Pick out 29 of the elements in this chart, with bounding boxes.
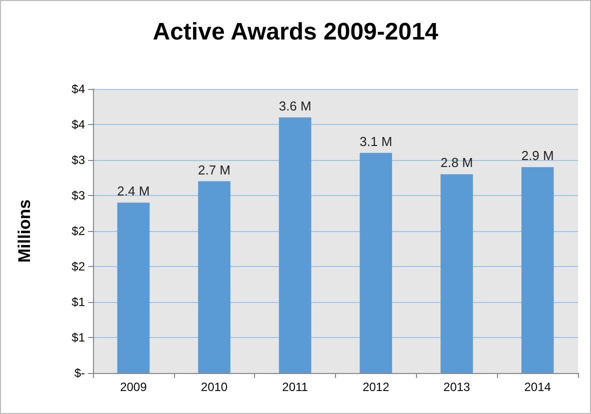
data-label: 3.1 M <box>360 134 392 149</box>
bar <box>117 202 150 373</box>
bar <box>521 167 554 373</box>
bar <box>360 152 392 373</box>
y-tick-label: $3 <box>72 188 86 202</box>
y-tick-label: $4 <box>72 118 86 132</box>
y-tick-label: $3 <box>72 153 86 167</box>
x-tick-label: 2013 <box>443 380 470 394</box>
data-label: 3.6 M <box>278 98 312 114</box>
data-label: 2.4 M <box>117 184 150 199</box>
y-tick-label: $2 <box>72 224 86 238</box>
x-tick-label: 2011 <box>282 380 308 394</box>
bar <box>198 181 230 373</box>
y-tick-label: $4 <box>72 82 86 96</box>
x-tick-label: 2014 <box>524 380 552 394</box>
x-tick-label: 2010 <box>200 380 228 394</box>
y-tick-label: $1 <box>72 295 86 309</box>
data-label: 2.7 M <box>198 162 231 178</box>
x-tick-label: 2009 <box>120 380 148 394</box>
bar <box>278 117 312 373</box>
chart-title: Active Awards 2009-2014 <box>152 18 439 46</box>
x-tick-label: 2012 <box>362 380 390 394</box>
y-tick-label: $1 <box>72 330 86 344</box>
bar <box>440 174 473 373</box>
y-tick-label: $- <box>74 366 85 380</box>
data-label: 2.8 M <box>440 155 474 170</box>
y-axis-title: Millions <box>15 199 34 263</box>
data-label: 2.9 M <box>521 148 554 164</box>
y-tick-label: $2 <box>72 260 86 274</box>
